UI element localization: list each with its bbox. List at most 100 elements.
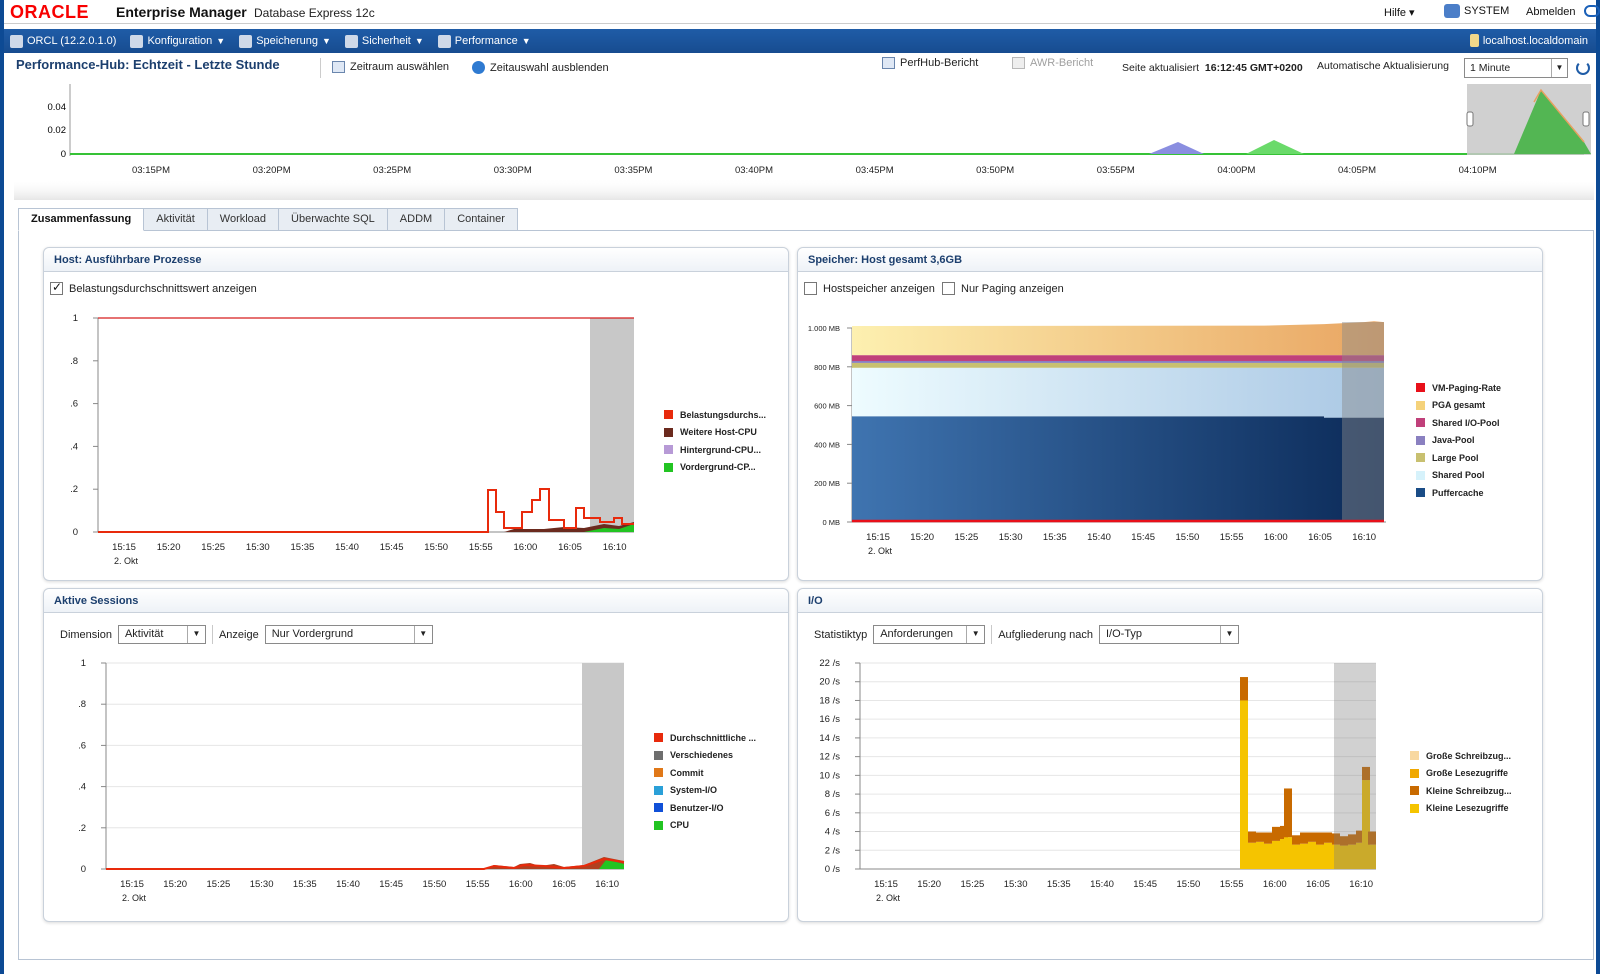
foreground-cpu-area: [584, 524, 634, 532]
legend-item[interactable]: System-I/O: [654, 782, 756, 800]
x-axis-sublabel: 2. Okt: [122, 893, 147, 903]
x-axis-sublabel: 2. Okt: [868, 546, 893, 556]
tab-activity[interactable]: Aktivität: [143, 208, 208, 231]
x-tick-label: 16:00: [1263, 879, 1287, 890]
legend-swatch: [664, 427, 673, 437]
active-sessions-panel: Aktive Sessions Dimension Aktivität ▼ An…: [43, 588, 789, 922]
io-bar-small-reads: [1356, 842, 1364, 869]
title-row: Performance-Hub: Echtzeit - Letzte Stund…: [4, 56, 1596, 80]
tab-monitored-sql[interactable]: Überwachte SQL: [278, 208, 388, 231]
refresh-icon[interactable]: [1576, 61, 1590, 75]
nav-db-label: ORCL (12.2.0.1.0): [27, 35, 117, 47]
io-bar-small-writes: [1332, 833, 1340, 845]
nav-performance[interactable]: Performance ▼: [437, 34, 531, 48]
nav-storage[interactable]: Speicherung ▼: [239, 34, 331, 48]
select-range-button[interactable]: Zeitraum auswählen: [332, 61, 449, 73]
autorefresh-select[interactable]: 1 Minute ▼: [1464, 58, 1568, 78]
legend-item[interactable]: Belastungsdurchs...: [664, 406, 766, 424]
overview-y-tick: 0: [61, 149, 66, 160]
legend-item[interactable]: Benutzer-I/O: [654, 799, 756, 817]
legend-swatch: [1410, 768, 1419, 778]
legend-item[interactable]: Kleine Schreibzug...: [1410, 782, 1512, 800]
legend-item[interactable]: Java-Pool: [1416, 432, 1501, 450]
io-bar-small-reads: [1368, 844, 1376, 869]
tab-workload[interactable]: Workload: [206, 208, 280, 231]
x-tick-label: 15:25: [207, 879, 231, 890]
legend-item[interactable]: Hintergrund-CPU...: [664, 441, 766, 459]
load-average-checkbox[interactable]: Belastungsdurchschnittswert anzeigen: [50, 280, 257, 295]
x-tick-label: 16:10: [1349, 879, 1373, 890]
checkbox-unchecked[interactable]: [804, 282, 817, 295]
nav-security-label: Sicherheit: [361, 35, 411, 47]
x-tick-label: 15:25: [201, 542, 225, 553]
selection-handle-right[interactable]: [1582, 111, 1590, 127]
legend-item[interactable]: Large Pool: [1416, 449, 1501, 467]
io-bar-small-reads: [1264, 843, 1272, 869]
x-tick-label: 15:40: [1087, 532, 1111, 543]
awr-report-button[interactable]: AWR-Bericht: [1012, 57, 1093, 69]
legend-swatch: [654, 785, 663, 795]
io-bar-small-writes: [1284, 788, 1292, 838]
y-tick-label: 0 MB: [822, 518, 840, 527]
nav-configuration[interactable]: Konfiguration ▼: [130, 34, 225, 48]
logout-icon[interactable]: [1584, 5, 1600, 17]
user-name: SYSTEM: [1464, 5, 1510, 17]
overview-chart: 0.04 0.02 0 03:15PM 03:20PM 03:25PM 03:30PM…: [14, 84, 1594, 200]
selection-handle-left[interactable]: [1466, 111, 1474, 127]
sessions-cpu-area: [599, 860, 624, 869]
legend-item[interactable]: Shared I/O-Pool: [1416, 414, 1501, 432]
overview-y-tick: 0.02: [48, 125, 67, 136]
nav-configuration-label: Konfiguration: [147, 35, 213, 47]
legend-item[interactable]: Durchschnittliche ...: [654, 729, 756, 747]
legend-item[interactable]: PGA gesamt: [1416, 397, 1501, 415]
tab-container[interactable]: Container: [444, 208, 518, 231]
x-tick-label: 15:45: [1131, 532, 1155, 543]
legend-swatch: [1410, 803, 1419, 813]
breakdown-select[interactable]: I/O-Typ ▼: [1098, 625, 1239, 644]
tab-summary[interactable]: Zusammenfassung: [18, 208, 145, 231]
legend-item[interactable]: Commit: [654, 764, 756, 782]
legend-item[interactable]: Shared Pool: [1416, 467, 1501, 485]
tab-addm[interactable]: ADDM: [386, 208, 446, 231]
perfhub-report-button[interactable]: PerfHub-Bericht: [882, 57, 978, 69]
logout-link[interactable]: Abmelden: [1526, 6, 1576, 18]
x-tick-label: 15:30: [1004, 879, 1028, 890]
io-legend: Große Schreibzug... Große Lesezugriffe Kle…: [1410, 747, 1512, 817]
legend-item[interactable]: CPU: [654, 817, 756, 835]
overview-x-tick: 03:40PM: [735, 165, 773, 176]
nav-db-home[interactable]: ORCL (12.2.0.1.0): [10, 34, 117, 48]
chevron-down-icon: ▼: [1551, 59, 1567, 77]
io-bar-small-writes: [1368, 831, 1376, 845]
dimension-select[interactable]: Aktivität ▼: [117, 625, 206, 644]
display-select[interactable]: Nur Vordergrund ▼: [264, 625, 433, 644]
checkbox-label: Belastungsdurchschnittswert anzeigen: [69, 282, 257, 295]
legend-item[interactable]: Verschiedenes: [654, 747, 756, 765]
page-updated-info: Seite aktualisiert 16:12:45 GMT+0200: [1122, 62, 1303, 74]
paging-only-checkbox[interactable]: Nur Paging anzeigen: [942, 282, 1064, 295]
stat-type-select[interactable]: Anforderungen ▼: [873, 625, 986, 644]
nav-security[interactable]: Sicherheit ▼: [344, 34, 424, 48]
io-bar-small-writes: [1272, 826, 1280, 841]
legend-item[interactable]: Kleine Lesezugriffe: [1410, 800, 1512, 818]
checkbox-label: Nur Paging anzeigen: [961, 282, 1064, 295]
minus-circle-icon: [472, 61, 485, 74]
legend-item[interactable]: Puffercache: [1416, 484, 1501, 502]
checkbox-checked[interactable]: [50, 280, 63, 295]
pga-area: [852, 321, 1384, 356]
x-tick-label: 16:10: [1352, 532, 1376, 543]
legend-item[interactable]: VM-Paging-Rate: [1416, 379, 1501, 397]
legend-item[interactable]: Große Schreibzug...: [1410, 747, 1512, 765]
help-menu[interactable]: Hilfe ▾: [1384, 7, 1415, 19]
hide-selection-button[interactable]: Zeitauswahl ausblenden: [472, 61, 609, 74]
checkbox-unchecked[interactable]: [942, 282, 955, 295]
legend-item[interactable]: Vordergrund-CP...: [664, 459, 766, 477]
overview-timeline[interactable]: 0.04 0.02 0 03:15PM 03:20PM 03:25PM 03:30PM…: [14, 82, 1594, 200]
legend-item[interactable]: Große Lesezugriffe: [1410, 765, 1512, 783]
host-memory-checkbox[interactable]: Hostspeicher anzeigen: [804, 282, 935, 295]
nav-host-link[interactable]: localhost.localdomain: [1469, 34, 1588, 47]
legend-label: Belastungsdurchs...: [680, 409, 767, 420]
user-menu[interactable]: SYSTEM: [1444, 4, 1509, 18]
legend-swatch: [664, 462, 673, 472]
legend-item[interactable]: Weitere Host-CPU: [664, 424, 766, 442]
